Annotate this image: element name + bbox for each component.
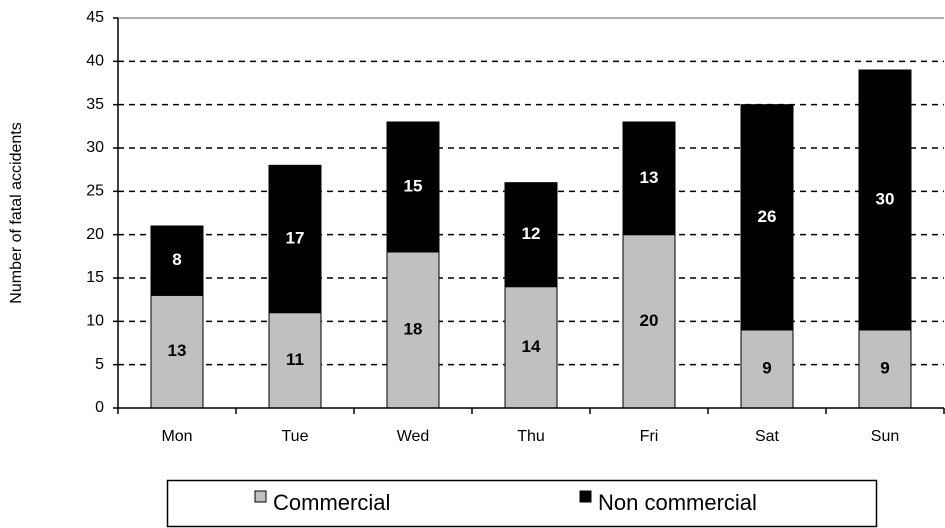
- x-tick-label: Wed: [397, 428, 430, 445]
- bar-segment: [858, 69, 912, 331]
- legend-label: Commercial: [273, 490, 390, 515]
- x-tick-label: Sat: [755, 428, 780, 445]
- y-tick-label: 5: [95, 356, 104, 373]
- data-label: 13: [168, 341, 187, 360]
- y-tick-label: 40: [86, 53, 104, 70]
- legend-label: Non commercial: [598, 490, 757, 515]
- data-label: 18: [404, 319, 423, 338]
- data-label: 17: [286, 228, 305, 247]
- bar-segment: [858, 329, 912, 409]
- y-tick-label: 0: [95, 399, 104, 416]
- data-label: 11: [286, 350, 304, 369]
- bar-segment: [740, 104, 794, 331]
- bar-segment: [150, 294, 204, 409]
- data-label: 9: [880, 358, 889, 377]
- data-label: 26: [758, 207, 777, 226]
- bar-segment: [740, 329, 794, 409]
- y-tick-label: 45: [86, 9, 104, 26]
- y-tick-label: 25: [86, 183, 104, 200]
- y-tick-label: 15: [86, 269, 104, 286]
- data-label: 20: [640, 311, 659, 330]
- x-tick-label: Sun: [871, 428, 899, 445]
- data-label: 9: [762, 358, 771, 377]
- data-label: 30: [876, 189, 895, 208]
- y-axis-label: Number of fatal accidents: [8, 122, 25, 303]
- bar-segment: [150, 225, 204, 296]
- bar-segment: [622, 121, 676, 236]
- bar-segment: [504, 286, 558, 409]
- data-label: 14: [522, 337, 541, 356]
- bar-segment: [268, 164, 322, 314]
- data-label: 12: [522, 224, 541, 243]
- legend-marker: [579, 490, 592, 503]
- legend-marker: [254, 490, 267, 503]
- data-label: 8: [172, 250, 181, 269]
- x-tick-label: Fri: [640, 428, 659, 445]
- y-tick-label: 20: [86, 226, 104, 243]
- legend-box: [166, 479, 878, 528]
- data-label: 13: [640, 168, 659, 187]
- bar-segment: [386, 121, 440, 253]
- bar-segment: [504, 182, 558, 288]
- y-tick-label: 10: [86, 313, 104, 330]
- x-tick-label: Tue: [282, 428, 309, 445]
- x-tick-label: Mon: [161, 428, 192, 445]
- bar-segment: [268, 312, 322, 409]
- y-tick-label: 35: [86, 96, 104, 113]
- data-label: 15: [404, 176, 423, 195]
- x-tick-label: Thu: [517, 428, 545, 445]
- y-tick-label: 30: [86, 139, 104, 156]
